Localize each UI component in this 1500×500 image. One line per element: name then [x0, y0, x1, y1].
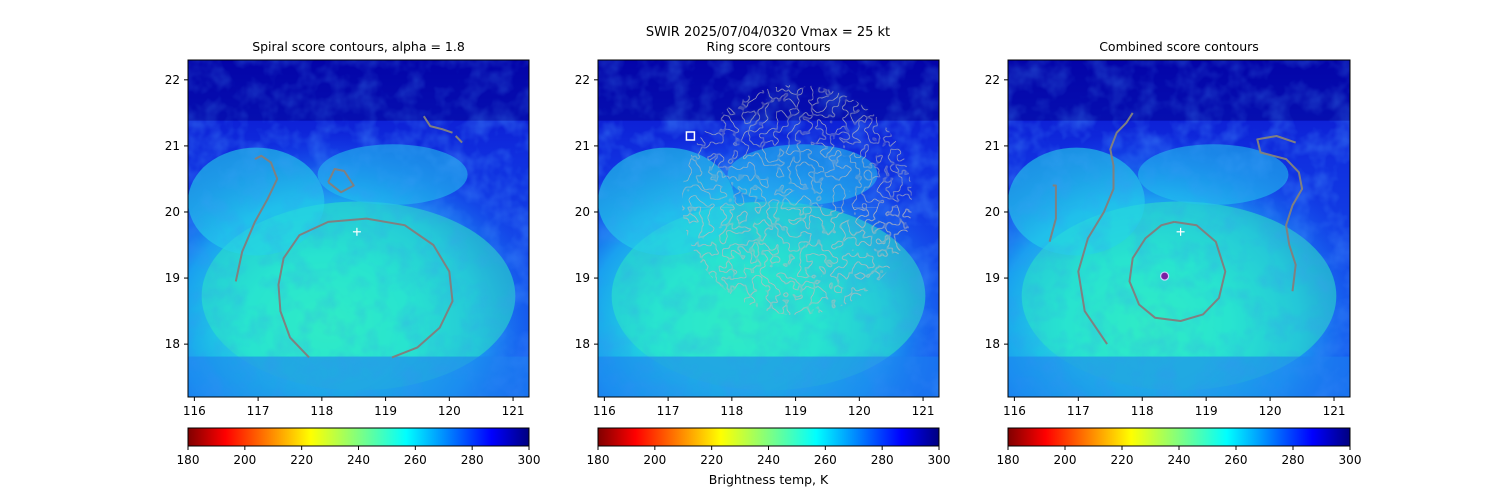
colorbar-tick-label: 240: [757, 453, 780, 467]
axes-frame: [597, 59, 940, 398]
panel-title: Ring score contours: [706, 39, 830, 54]
colorbar-tick-label: 300: [928, 453, 951, 467]
x-tick-label: 117: [247, 404, 270, 418]
figure-suptitle: SWIR 2025/07/04/0320 Vmax = 25 kt: [646, 25, 890, 40]
x-tick-label: 117: [657, 404, 680, 418]
contour-line: [277, 217, 454, 359]
contour-line: [1048, 184, 1057, 242]
colorbar-tick-label: 260: [814, 453, 837, 467]
x-tick-label: 118: [1131, 404, 1154, 418]
center-plus-marker: [1176, 227, 1185, 236]
x-tick-label: 120: [1259, 404, 1282, 418]
contour-line: [1256, 135, 1304, 292]
contour-line: [454, 135, 463, 144]
y-tick-label: 19: [165, 271, 180, 285]
y-tick-label: 18: [985, 337, 1000, 351]
colorbar-tick-label: 180: [177, 453, 200, 467]
axes-frame: [1007, 59, 1351, 398]
colorbar-tick-label: 240: [1168, 453, 1191, 467]
x-tick-label: 121: [912, 404, 935, 418]
center-plus-marker: [352, 227, 361, 236]
colorbar-tick-label: 280: [871, 453, 894, 467]
y-tick-label: 22: [985, 73, 1000, 87]
colorbar: 180 200 220 240 260 280 300: [177, 427, 541, 467]
x-tick-label: 120: [848, 404, 871, 418]
y-tick-label: 22: [165, 73, 180, 87]
colorbar-tick-label: 280: [461, 453, 484, 467]
y-tick-label: 18: [165, 337, 180, 351]
panel-2: Ring score contours 116 117 118 119 120 121 18 1…: [575, 39, 951, 487]
colorbar-label: Brightness temp, K: [709, 472, 829, 487]
colorbar-tick-label: 220: [700, 453, 723, 467]
contour-line: [234, 154, 279, 282]
brightness-temp-field: [188, 60, 529, 397]
colorbar-tick-label: 300: [518, 453, 541, 467]
x-tick-label: 121: [502, 404, 525, 418]
combined-center-circle-marker: [1160, 271, 1170, 281]
x-tick-label: 116: [593, 404, 616, 418]
axes-frame: [187, 59, 530, 398]
y-tick-label: 21: [985, 139, 1000, 153]
colorbar-tick-label: 260: [1225, 453, 1248, 467]
x-tick-label: 117: [1067, 404, 1090, 418]
x-tick-label: 119: [374, 404, 397, 418]
y-tick-label: 21: [575, 139, 590, 153]
colorbar: 180 200 220 240 260 280 300 Brightness temp, K: [587, 427, 951, 487]
panel-3: Combined score contours 116 117 118 119 120 12…: [985, 39, 1362, 467]
colorbar-tick-label: 180: [587, 453, 610, 467]
x-tick-label: 121: [1323, 404, 1346, 418]
x-tick-label: 120: [438, 404, 461, 418]
colorbar-tick-label: 180: [997, 453, 1020, 467]
colorbar-tick-label: 200: [1054, 453, 1077, 467]
contour-line: [327, 168, 355, 194]
ring-center-square-marker: [685, 131, 696, 141]
x-tick-label: 119: [784, 404, 807, 418]
brightness-temp-field: [598, 60, 939, 397]
x-tick-label: 116: [1003, 404, 1026, 418]
panel-title: Spiral score contours, alpha = 1.8: [252, 39, 465, 54]
x-tick-label: 118: [720, 404, 743, 418]
colorbar-tick-label: 300: [1339, 453, 1362, 467]
colorbar: 180 200 220 240 260 280 300: [997, 427, 1362, 467]
panel-title: Combined score contours: [1099, 39, 1259, 54]
contour-line: [1128, 220, 1227, 322]
y-tick-label: 18: [575, 337, 590, 351]
x-tick-label: 119: [1195, 404, 1218, 418]
y-tick-label: 20: [575, 205, 590, 219]
x-tick-label: 118: [310, 404, 333, 418]
colorbar-gradient: [597, 427, 940, 447]
colorbar-gradient: [187, 427, 530, 447]
y-tick-label: 19: [575, 271, 590, 285]
y-tick-label: 21: [165, 139, 180, 153]
contour-line: [1077, 112, 1134, 345]
colorbar-tick-label: 240: [347, 453, 370, 467]
colorbar-tick-label: 200: [233, 453, 256, 467]
colorbar-tick-label: 280: [1282, 453, 1305, 467]
colorbar-tick-label: 260: [404, 453, 427, 467]
colorbar-tick-label: 200: [643, 453, 666, 467]
y-tick-label: 20: [985, 205, 1000, 219]
contour-line: [422, 115, 453, 134]
colorbar-tick-label: 220: [1111, 453, 1134, 467]
y-tick-label: 22: [575, 73, 590, 87]
colorbar-tick-label: 220: [290, 453, 313, 467]
x-tick-label: 116: [183, 404, 206, 418]
colorbar-gradient: [1007, 427, 1351, 447]
y-tick-label: 20: [165, 205, 180, 219]
brightness-temp-field: [1008, 60, 1350, 397]
panel-1: Spiral score contours, alpha = 1.8 116 117…: [165, 39, 541, 467]
y-tick-label: 19: [985, 271, 1000, 285]
